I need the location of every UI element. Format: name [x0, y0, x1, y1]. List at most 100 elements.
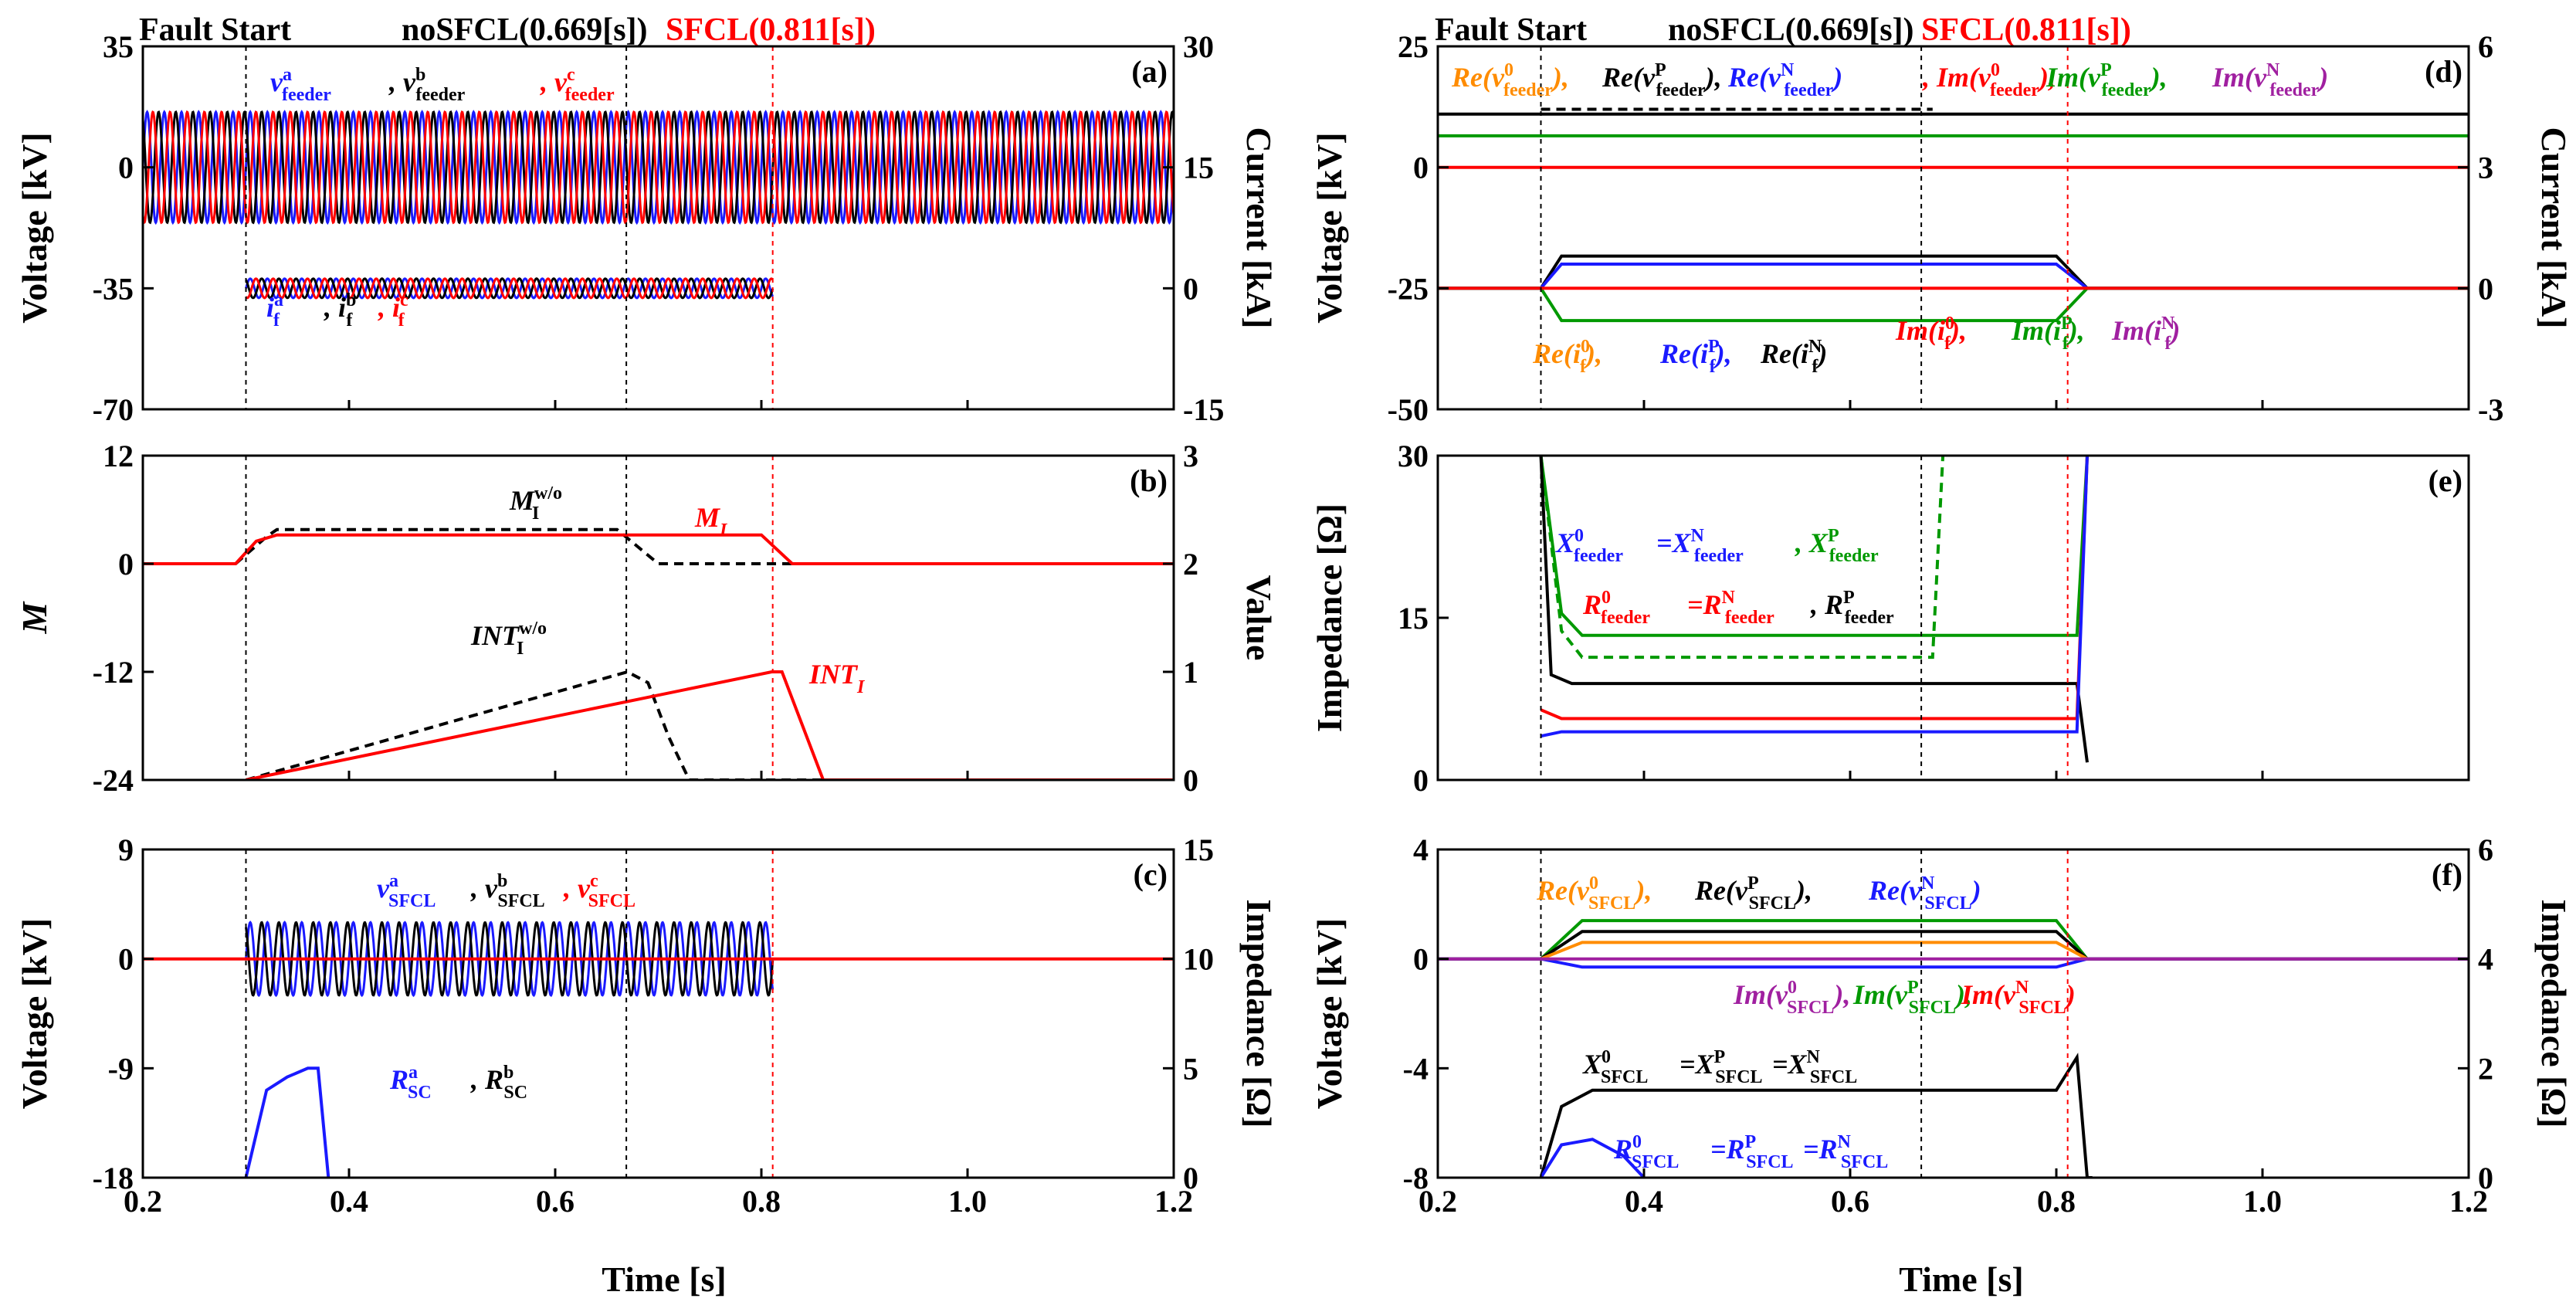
ytick-label-d-1: 0	[1413, 151, 1429, 185]
y2tick-label-a-1: 15	[1183, 151, 1214, 185]
annotation-f-6: X0 SFCL	[1582, 1047, 1648, 1087]
annotation-e-0: X0 feeder	[1555, 526, 1623, 566]
xtick-label-c-4: 1.0	[948, 1184, 987, 1219]
x-axis-label-left: Time [s]	[602, 1260, 726, 1299]
annotation-b-2: INTw/o I	[470, 619, 547, 659]
y2tick-label-d-1: 3	[2478, 151, 2493, 185]
annotation-d-7: Re(iP f),	[1659, 337, 1732, 377]
y2tick-label-d-2: 0	[2478, 271, 2493, 306]
annotation-b-1: MI	[694, 502, 728, 541]
series-b-2	[245, 670, 1174, 780]
y2label-f: Impedance [Ω]	[2534, 899, 2574, 1127]
panel-label-e: (e)	[2429, 463, 2462, 498]
ylabel-c: Voltage [kV]	[15, 918, 54, 1109]
annotation-e-4: =RN feeder	[1687, 588, 1774, 628]
y2tick-label-b-1: 2	[1183, 547, 1198, 581]
panel-label-f: (f)	[2432, 857, 2462, 892]
plot-area-d	[1438, 107, 2469, 323]
series-f-6	[1539, 1138, 1646, 1178]
xtick-label-c-1: 0.4	[330, 1184, 368, 1219]
panel-c: 9 0 -9 -18 15 10 5 0 0.2 0.4 0.6 0.8 1.0 1.2 Voltage […	[15, 832, 1279, 1219]
ytick-label-c-2: -9	[108, 1051, 134, 1086]
annotation-f-7: =XP SFCL	[1679, 1047, 1763, 1087]
series-b-1	[143, 533, 1174, 565]
ytick-label-a-0: 35	[103, 29, 134, 64]
ylabel-f: Voltage [kV]	[1310, 918, 1349, 1109]
annotation-a-1: , vb feeder	[388, 65, 466, 105]
annotation-f-4: Im(vP SFCL),	[1852, 978, 1972, 1018]
annotation-f-9: R0 SFCL	[1613, 1132, 1679, 1172]
ytick-label-f-2: -4	[1403, 1051, 1429, 1086]
xtick-label-f-1: 0.4	[1625, 1184, 1663, 1219]
header-sfcl-right: SFCL(0.811[s])	[1921, 12, 2131, 48]
annotation-c-1: , vb SFCL	[470, 871, 545, 911]
xtick-label-f-2: 0.6	[1831, 1184, 1869, 1219]
ytick-label-e-2: 0	[1413, 763, 1429, 798]
annotation-d-5: Im(vN feeder)	[2212, 60, 2328, 100]
annotation-c-0: va SFCL	[377, 871, 436, 911]
panel-f: 4 0 -4 -8 6 4 2 0 0.2 0.4 0.6 0.8 1.0 1.2 Voltage [kV]…	[1310, 832, 2574, 1219]
ytick-label-a-1: 0	[118, 151, 134, 185]
series-c-0-1	[245, 921, 774, 997]
panel-e: 30 15 0 Impedance [Ω] (e) X0 feeder =XN feeder , …	[1310, 439, 2470, 798]
header-fault-right: Fault Start	[1435, 12, 1587, 48]
annotation-d-10: Im(iP f),	[2011, 314, 2085, 354]
panel-label-b: (b)	[1130, 463, 1168, 498]
y2tick-label-f-0: 6	[2478, 832, 2493, 867]
ytick-label-d-2: -25	[1388, 271, 1429, 306]
y2tick-label-b-2: 1	[1183, 655, 1198, 690]
y2label-d: Current [kA]	[2534, 127, 2574, 328]
y2tick-label-c-1: 10	[1183, 942, 1214, 977]
annotation-f-2: Re(vN SFCL)	[1868, 873, 1981, 914]
ytick-label-b-1: 0	[118, 547, 134, 581]
frame-a	[141, 45, 1175, 411]
plot-area-f	[1438, 919, 2469, 1178]
header-fault-left: Fault Start	[139, 12, 291, 48]
y2tick-label-d-3: -3	[2478, 392, 2503, 427]
series-f-0	[1438, 919, 2469, 961]
y2tick-label-f-1: 4	[2478, 942, 2493, 977]
annotation-b-3: INTI	[808, 659, 866, 697]
annotation-a-2: , vc feeder	[540, 65, 615, 105]
annotation-e-1: =XN feeder	[1656, 526, 1744, 566]
y2label-b: Value	[1239, 575, 1279, 661]
ytick-label-b-3: -24	[93, 763, 134, 798]
annotation-c-3: Ra SC	[389, 1063, 432, 1103]
ytick-label-c-0: 9	[118, 832, 134, 867]
ytick-label-f-0: 4	[1413, 832, 1429, 867]
annotation-e-2: , XP feeder	[1795, 526, 1879, 566]
annotation-f-0: Re(v0 SFCL),	[1536, 873, 1652, 914]
header-nosfcl-right: noSFCL(0.669[s])	[1668, 12, 1914, 48]
y2tick-label-b-3: 0	[1183, 763, 1198, 798]
series-e-0	[1539, 456, 2089, 637]
series-f-5	[1539, 1053, 2093, 1178]
ytick-label-f-1: 0	[1413, 942, 1429, 977]
series-f-2	[1438, 941, 2469, 961]
ytick-label-b-2: -12	[93, 655, 134, 690]
plot-area-e	[1539, 456, 2089, 763]
xtick-label-f-0: 0.2	[1418, 1184, 1457, 1219]
header-sfcl-left: SFCL(0.811[s])	[666, 12, 876, 48]
annotation-c-4: , Rb SC	[470, 1063, 527, 1103]
panel-label-d: (d)	[2425, 54, 2462, 89]
annotation-a-4: , ib f	[324, 290, 356, 331]
y2tick-label-c-0: 15	[1183, 832, 1214, 867]
annotation-f-8: =XN SFCL	[1772, 1047, 1857, 1087]
ytick-label-a-2: -35	[93, 271, 134, 306]
annotation-d-9: Im(i0 f),	[1895, 314, 1967, 354]
annotation-d-8: Re(iN f)	[1760, 337, 1827, 377]
ytick-label-d-3: -50	[1388, 392, 1429, 427]
annotation-d-4: Im(vP feeder),	[2046, 60, 2168, 100]
xtick-label-f-4: 1.0	[2243, 1184, 2282, 1219]
annotation-f-10: =RP SFCL	[1710, 1132, 1794, 1172]
plot-area-b	[143, 527, 1174, 780]
panel-d: 25 0 -25 -50 6 3 0 -3 Voltage [kV] Current [kA] (d…	[1310, 29, 2574, 427]
series-a-1-2	[245, 277, 774, 300]
panel-label-a: (a)	[1131, 54, 1168, 89]
series-d-5	[1438, 263, 2469, 290]
frame-d	[1436, 45, 2470, 411]
y2tick-label-f-2: 2	[2478, 1051, 2493, 1086]
x-axis-label-right: Time [s]	[1899, 1260, 2023, 1299]
ytick-label-e-1: 15	[1398, 601, 1429, 636]
